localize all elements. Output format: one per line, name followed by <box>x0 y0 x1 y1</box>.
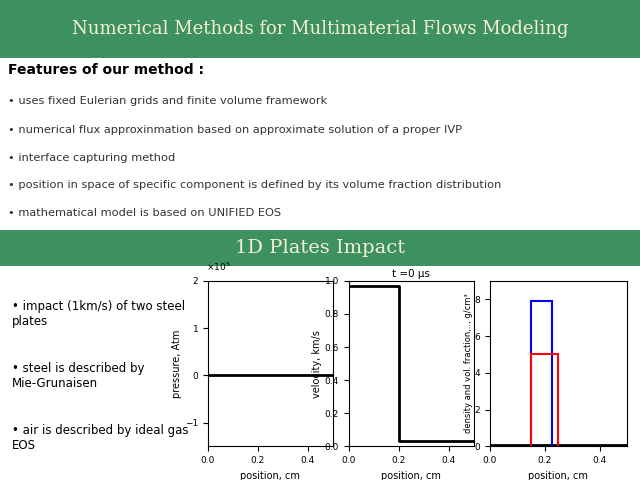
Text: • impact (1km/s) of two steel
plates: • impact (1km/s) of two steel plates <box>12 300 186 328</box>
X-axis label: position, cm: position, cm <box>381 471 441 480</box>
X-axis label: position, cm: position, cm <box>241 471 300 480</box>
Text: • air is described by ideal gas
EOS: • air is described by ideal gas EOS <box>12 424 189 452</box>
Text: Numerical Methods for Multimaterial Flows Modeling: Numerical Methods for Multimaterial Flow… <box>72 20 568 38</box>
Text: 1D Plates Impact: 1D Plates Impact <box>235 240 405 257</box>
Y-axis label: velocity, km/s: velocity, km/s <box>312 330 322 397</box>
Text: • position in space of specific component is defined by its volume fraction dist: • position in space of specific componen… <box>8 180 501 190</box>
Text: • steel is described by
Mie-Grunaisen: • steel is described by Mie-Grunaisen <box>12 362 145 390</box>
Text: • interface capturing method: • interface capturing method <box>8 153 175 163</box>
X-axis label: position, cm: position, cm <box>529 471 588 480</box>
Y-axis label: density and vol. fraction,.., g/cm³: density and vol. fraction,.., g/cm³ <box>464 294 473 433</box>
Text: • uses fixed Eulerian grids and finite volume framework: • uses fixed Eulerian grids and finite v… <box>8 96 327 106</box>
Text: • numerical flux approxinmation based on approximate solution of a proper IVP: • numerical flux approxinmation based on… <box>8 125 461 135</box>
Text: Features of our method :: Features of our method : <box>8 63 204 77</box>
Text: • mathematical model is based on UNIFIED EOS: • mathematical model is based on UNIFIED… <box>8 208 281 218</box>
Y-axis label: pressure, Atm: pressure, Atm <box>172 329 182 398</box>
Text: $\times 10^5$: $\times 10^5$ <box>205 260 230 273</box>
Title: t =0 μs: t =0 μs <box>392 269 430 278</box>
